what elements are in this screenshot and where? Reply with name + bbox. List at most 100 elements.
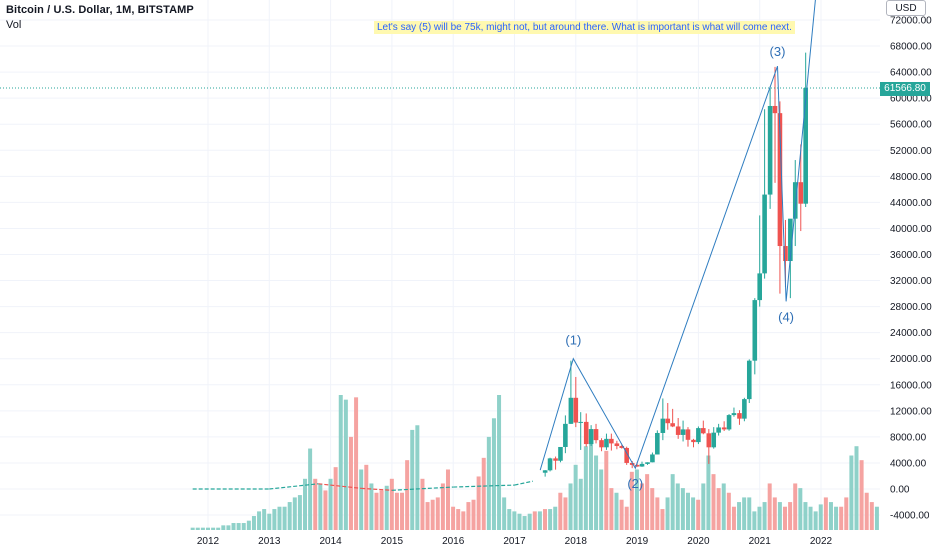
candle-body: [665, 418, 671, 424]
candle-body: [757, 273, 762, 301]
volume-bar: [318, 483, 323, 530]
volume-bar: [394, 492, 399, 530]
y-tick-label: 68000.00: [890, 42, 932, 53]
volume-bar: [364, 464, 369, 530]
currency-button[interactable]: USD: [886, 0, 926, 16]
volume-bar: [777, 502, 782, 530]
candle-body: [731, 413, 737, 416]
x-tick-label: 2012: [197, 536, 220, 547]
volume-bar: [461, 511, 466, 530]
candle-body: [604, 438, 609, 448]
wave-lines: (1) (2) (3) (4): [539, 0, 816, 491]
x-axis: 2012 2013 2014 2015 2016 2017 2018 2019 2020 2021…: [197, 536, 833, 547]
candle-body: [792, 182, 798, 219]
candle-body: [772, 105, 778, 114]
candle-body: [650, 454, 655, 463]
volume-bar: [445, 469, 450, 530]
volume-bar: [190, 527, 195, 530]
baseline-segment: [361, 487, 392, 491]
volume-bar: [425, 502, 430, 530]
y-tick-label: 0.00: [890, 485, 910, 496]
baseline-segment: [318, 483, 362, 489]
volume-indicator-label: Vol: [6, 19, 22, 31]
candle-body: [706, 433, 712, 448]
volume-bar: [512, 511, 517, 530]
y-tick-label: 8000.00: [890, 432, 927, 443]
volume-bar: [691, 497, 696, 530]
candle-body: [645, 462, 650, 464]
candle-body: [798, 182, 804, 204]
candle-body: [655, 432, 660, 455]
volume-bar: [747, 497, 752, 530]
candle-body: [696, 428, 701, 443]
x-tick-label: 2017: [503, 536, 526, 547]
baseline-segment: [514, 480, 534, 486]
volume-bar: [864, 492, 869, 530]
candle-body: [639, 463, 645, 467]
volume-bar: [359, 469, 364, 530]
candle-body: [614, 443, 620, 447]
volume-bar: [257, 511, 262, 530]
volume-bar: [594, 455, 599, 530]
x-tick-label: 2014: [319, 536, 342, 547]
volume-bar: [640, 483, 645, 530]
volume-bar: [405, 460, 410, 530]
candle-body: [629, 462, 635, 465]
volume-bar: [486, 436, 491, 530]
baseline-line: [192, 480, 534, 491]
volume-bar: [226, 525, 231, 530]
candle-body: [568, 397, 574, 424]
volume-bar: [389, 478, 394, 530]
volume-bar: [308, 448, 313, 530]
volume-bar: [711, 474, 716, 530]
volume-bar: [287, 502, 292, 530]
volume-bar: [553, 506, 558, 530]
candle-body: [553, 458, 558, 461]
candle-body: [716, 427, 721, 433]
volume-bar: [348, 436, 353, 530]
candle-body: [542, 470, 548, 473]
volume-bar: [507, 509, 512, 530]
volume-bar: [292, 497, 297, 530]
volume-bar: [328, 478, 333, 530]
volume-bar: [874, 506, 879, 530]
volume-bar: [839, 506, 844, 530]
volume-bar: [660, 509, 665, 530]
y-tick-label: 52000.00: [890, 146, 932, 157]
volume-bar: [410, 429, 415, 530]
candles: [542, 52, 808, 477]
volume-bars: [190, 395, 890, 530]
volume-bar: [343, 399, 348, 530]
annotation-note[interactable]: Let's say (5) will be 75k, might not, bu…: [374, 21, 795, 34]
volume-bar: [818, 504, 823, 530]
baseline-segment: [269, 483, 319, 490]
volume-bar: [573, 464, 578, 530]
volume-bar: [369, 483, 374, 530]
volume-bar: [834, 506, 839, 530]
volume-bar: [537, 511, 542, 530]
candle-body: [680, 429, 686, 435]
candle-body: [588, 429, 594, 445]
volume-bar: [205, 527, 210, 530]
volume-bar: [456, 509, 461, 530]
volume-bar: [844, 497, 849, 530]
volume-bar: [588, 441, 593, 530]
candle-body: [711, 432, 717, 448]
candle-body: [685, 429, 691, 440]
volume-bar: [195, 527, 200, 530]
volume-bar: [420, 478, 425, 530]
y-tick-label: 48000.00: [890, 172, 932, 183]
volume-bar: [497, 395, 502, 530]
baseline-segment: [391, 486, 454, 491]
candle-body: [742, 399, 747, 419]
volume-bar: [742, 497, 747, 530]
volume-bar: [297, 495, 302, 530]
volume-bar: [701, 483, 706, 530]
candle-body: [660, 418, 666, 433]
y-tick-label: 36000.00: [890, 250, 932, 261]
candle-body: [634, 464, 640, 467]
y-tick-label: 60000.00: [890, 94, 932, 105]
x-tick-label: 2016: [442, 536, 465, 547]
volume-bar: [685, 492, 690, 530]
